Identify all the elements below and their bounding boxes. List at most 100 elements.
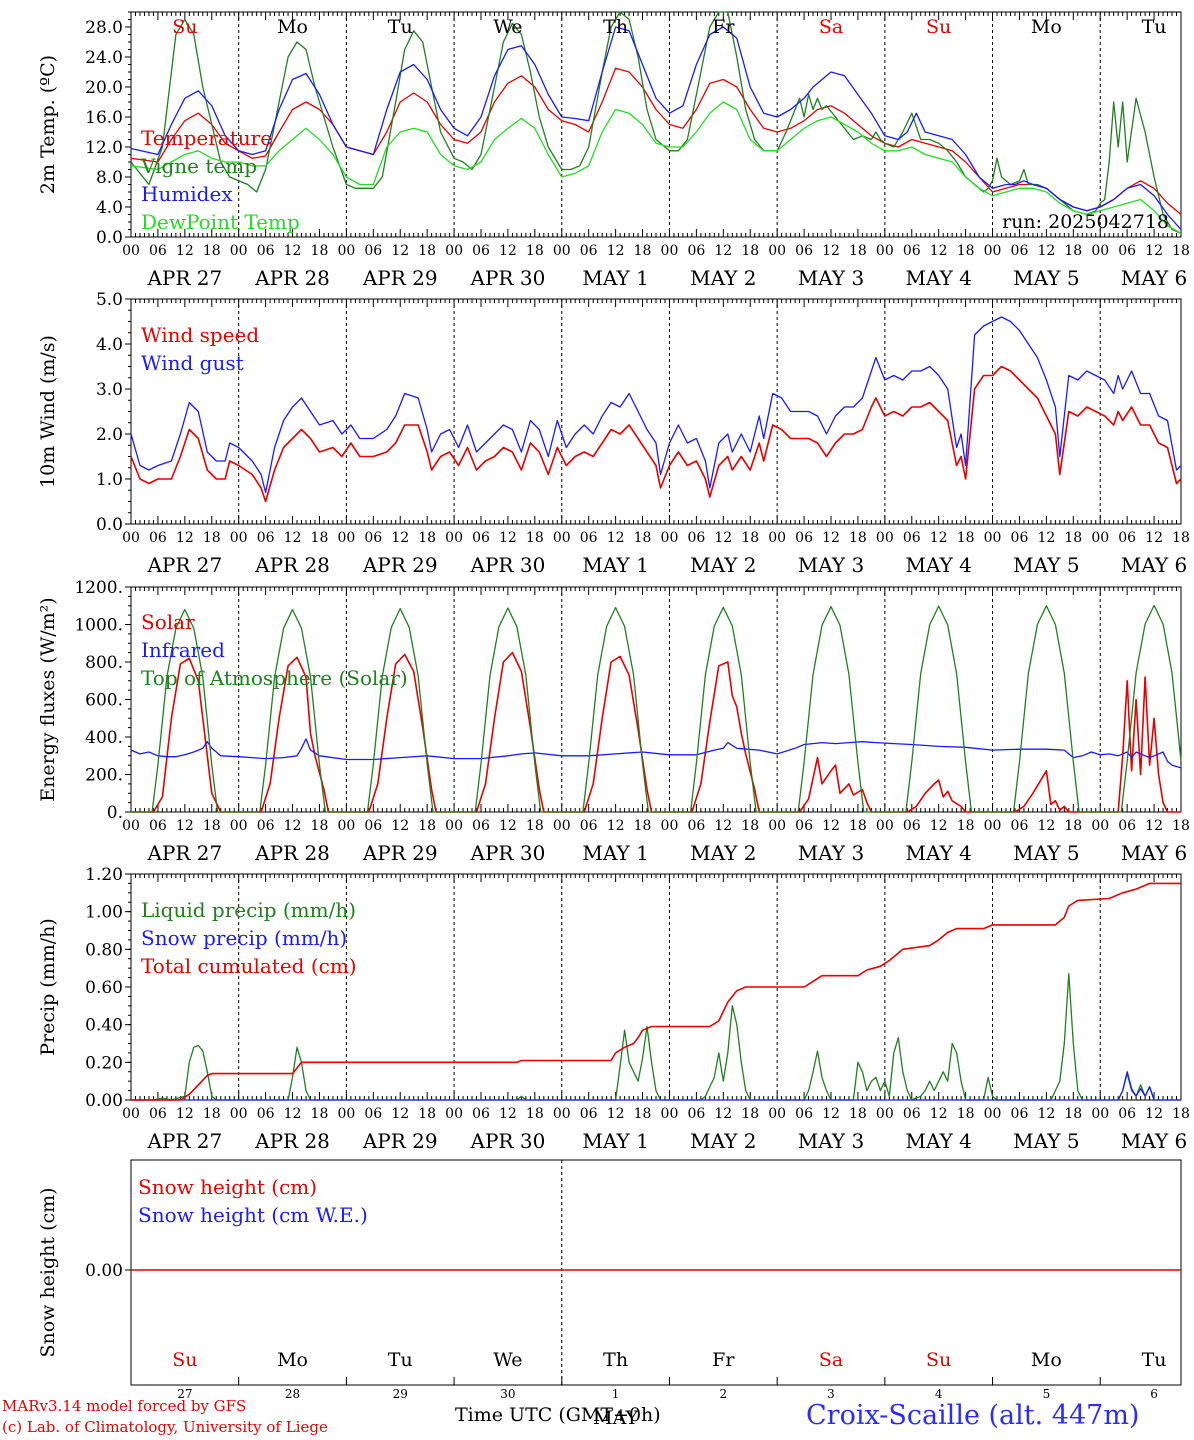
x-hour-label: 18 [311,243,329,259]
x-hour-label: 06 [149,530,167,546]
series-line [131,973,1181,1101]
weekday-label: Mo [277,16,308,38]
legend-entry: Wind gust [141,351,244,375]
y-tick-label: 3.0 [96,380,123,400]
x-hour-label: 00 [1091,1106,1109,1122]
x-date-label: MAY 6 [1121,1129,1187,1153]
x-hour-label: 12 [499,243,517,259]
y-tick-label: 16.0 [85,108,123,128]
x-hour-label: 00 [876,243,894,259]
x-date-label: MAY 1 [582,553,648,577]
x-hour-label: 00 [984,243,1002,259]
y-tick-label: 1.00 [85,903,123,923]
x-date-label: APR 28 [254,266,330,290]
x-hour-label: 12 [1145,818,1163,834]
weekday-label: Su [926,16,951,38]
x-hour-label: 00 [1091,243,1109,259]
y-tick-label: 24.0 [85,48,123,68]
y-tick-label: 0.60 [85,978,123,998]
x-hour-label: 18 [634,818,652,834]
x-hour-label: 06 [472,1106,490,1122]
x-hour-label: 00 [445,530,463,546]
x-hour-label: 06 [472,243,490,259]
y-tick-label: 1200. [74,578,123,598]
x-hour-label: 12 [607,818,625,834]
x-date-label: MAY 1 [582,266,648,290]
x-hour-label: 06 [149,243,167,259]
x-hour-label: 18 [741,530,759,546]
y-tick-label: 1000. [74,616,123,636]
x-hour-label: 12 [391,530,409,546]
x-day-number: 4 [935,1387,943,1401]
weekday-label: Sa [819,16,843,38]
x-hour-label: 18 [526,1106,544,1122]
legend-entry: Infrared [141,638,225,662]
y-tick-label: 600. [85,691,123,711]
x-hour-label: 12 [1145,243,1163,259]
weekday-label: Fr [712,16,735,38]
x-hour-label: 00 [768,818,786,834]
x-hour-label: 12 [607,243,625,259]
x-hour-label: 18 [741,818,759,834]
legend-entry: Vigne temp [140,154,257,178]
x-hour-label: 06 [472,530,490,546]
weekday-label: Tu [1142,1349,1167,1371]
x-hour-label: 06 [1118,243,1136,259]
x-hour-label: 00 [445,243,463,259]
x-hour-label: 12 [1037,530,1055,546]
y-tick-label: 5.0 [96,290,123,310]
series-line [131,651,1181,813]
x-hour-label: 06 [903,1106,921,1122]
x-hour-label: 06 [364,530,382,546]
x-hour-label: 12 [822,530,840,546]
x-hour-label: 12 [714,1106,732,1122]
y-tick-label: 800. [85,653,123,673]
x-hour-label: 06 [903,818,921,834]
y-tick-label: 0.20 [85,1053,123,1073]
x-hour-label: 00 [661,818,679,834]
x-date-label: APR 30 [470,1129,546,1153]
x-date-label: MAY 4 [905,266,971,290]
x-hour-label: 12 [284,243,302,259]
weekday-label: We [493,16,522,38]
x-hour-label: 06 [1118,530,1136,546]
x-hour-label: 00 [661,243,679,259]
x-hour-label: 12 [391,243,409,259]
x-hour-label: 18 [957,818,975,834]
x-hour-label: 06 [580,243,598,259]
x-hour-label: 18 [849,1106,867,1122]
station-name: Croix-Scaille (alt. 447m) [806,1400,1140,1431]
x-hour-label: 12 [714,243,732,259]
y-tick-label: 4.0 [96,198,123,218]
x-hour-label: 00 [230,243,248,259]
y-tick-label: 4.0 [96,335,123,355]
x-hour-label: 18 [418,530,436,546]
x-day-number: 6 [1150,1387,1158,1401]
series-line [130,316,1182,494]
y-tick-label: 0.0 [96,515,123,535]
x-date-label: APR 29 [362,841,438,865]
x-date-label: MAY 4 [905,553,971,577]
x-day-number: 29 [393,1387,408,1401]
legend-entry: Solar [141,610,195,634]
run-label: run: 2025042718 [1002,211,1169,233]
x-hour-label: 12 [607,1106,625,1122]
y-tick-label: 28.0 [85,18,123,38]
series-line [131,882,1181,1101]
x-hour-label: 18 [203,530,221,546]
x-hour-label: 06 [580,1106,598,1122]
y-tick-label: 0.40 [85,1016,123,1036]
x-hour-label: 12 [930,530,948,546]
x-hour-label: 00 [984,530,1002,546]
x-hour-label: 00 [445,818,463,834]
x-hour-label: 00 [122,530,140,546]
x-date-label: APR 29 [362,266,438,290]
x-hour-label: 18 [418,818,436,834]
x-hour-label: 12 [284,818,302,834]
x-hour-label: 06 [1011,243,1029,259]
x-hour-label: 18 [849,530,867,546]
x-date-label: MAY 5 [1013,1129,1079,1153]
weekday-label: Tu [1142,16,1167,38]
x-hour-label: 18 [634,243,652,259]
